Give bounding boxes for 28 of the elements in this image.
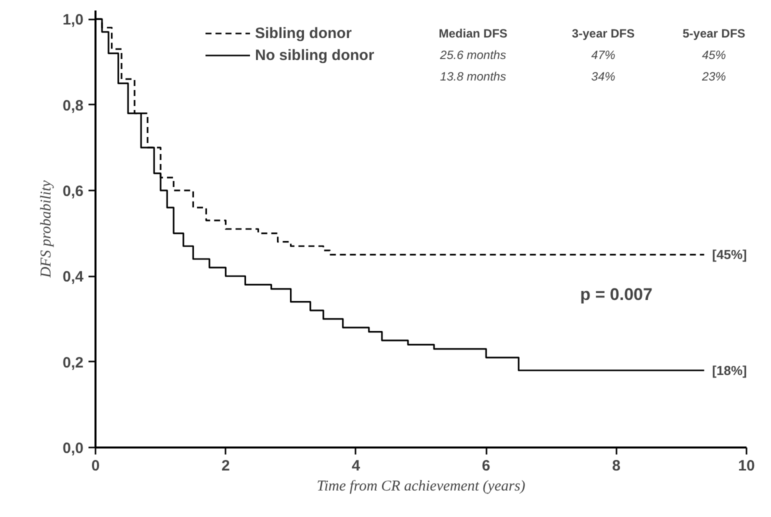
y-axis-title: DFS probability bbox=[38, 180, 55, 279]
x-tick-label: 10 bbox=[738, 458, 755, 474]
x-tick-label: 4 bbox=[352, 458, 361, 474]
x-axis-title: Time from CR achievement (years) bbox=[316, 478, 526, 494]
annotation: [18%] bbox=[712, 362, 747, 378]
x-tick-label: 8 bbox=[612, 458, 620, 474]
annotation: 47% bbox=[591, 48, 616, 62]
annotation: 23% bbox=[700, 69, 726, 84]
annotation: 3-year DFS bbox=[572, 26, 635, 40]
annotation: p = 0.007 bbox=[580, 284, 652, 304]
y-tick-label: 0,6 bbox=[62, 182, 84, 200]
annotation: 25.6 months bbox=[439, 48, 506, 62]
y-tick-label: 0,0 bbox=[62, 440, 84, 457]
x-tick-label: 6 bbox=[482, 458, 490, 474]
y-tick-label: 0,8 bbox=[62, 97, 84, 114]
y-tick-label: 0,2 bbox=[62, 354, 84, 372]
y-tick-label: 0,4 bbox=[62, 268, 84, 286]
x-tick-label: 0 bbox=[91, 458, 100, 474]
annotation: 13.8 months bbox=[440, 69, 506, 84]
annotation: [45%] bbox=[712, 247, 747, 262]
annotation: 45% bbox=[702, 48, 726, 62]
legend-label: Sibling donor bbox=[255, 24, 352, 42]
y-tick-label: 1,0 bbox=[62, 12, 84, 29]
x-tick-label: 2 bbox=[222, 458, 230, 474]
annotation: 5-year DFS bbox=[682, 26, 746, 40]
annotation: 34% bbox=[591, 69, 616, 84]
legend-label: No sibling donor bbox=[255, 46, 374, 64]
annotation: Median DFS bbox=[438, 26, 508, 40]
